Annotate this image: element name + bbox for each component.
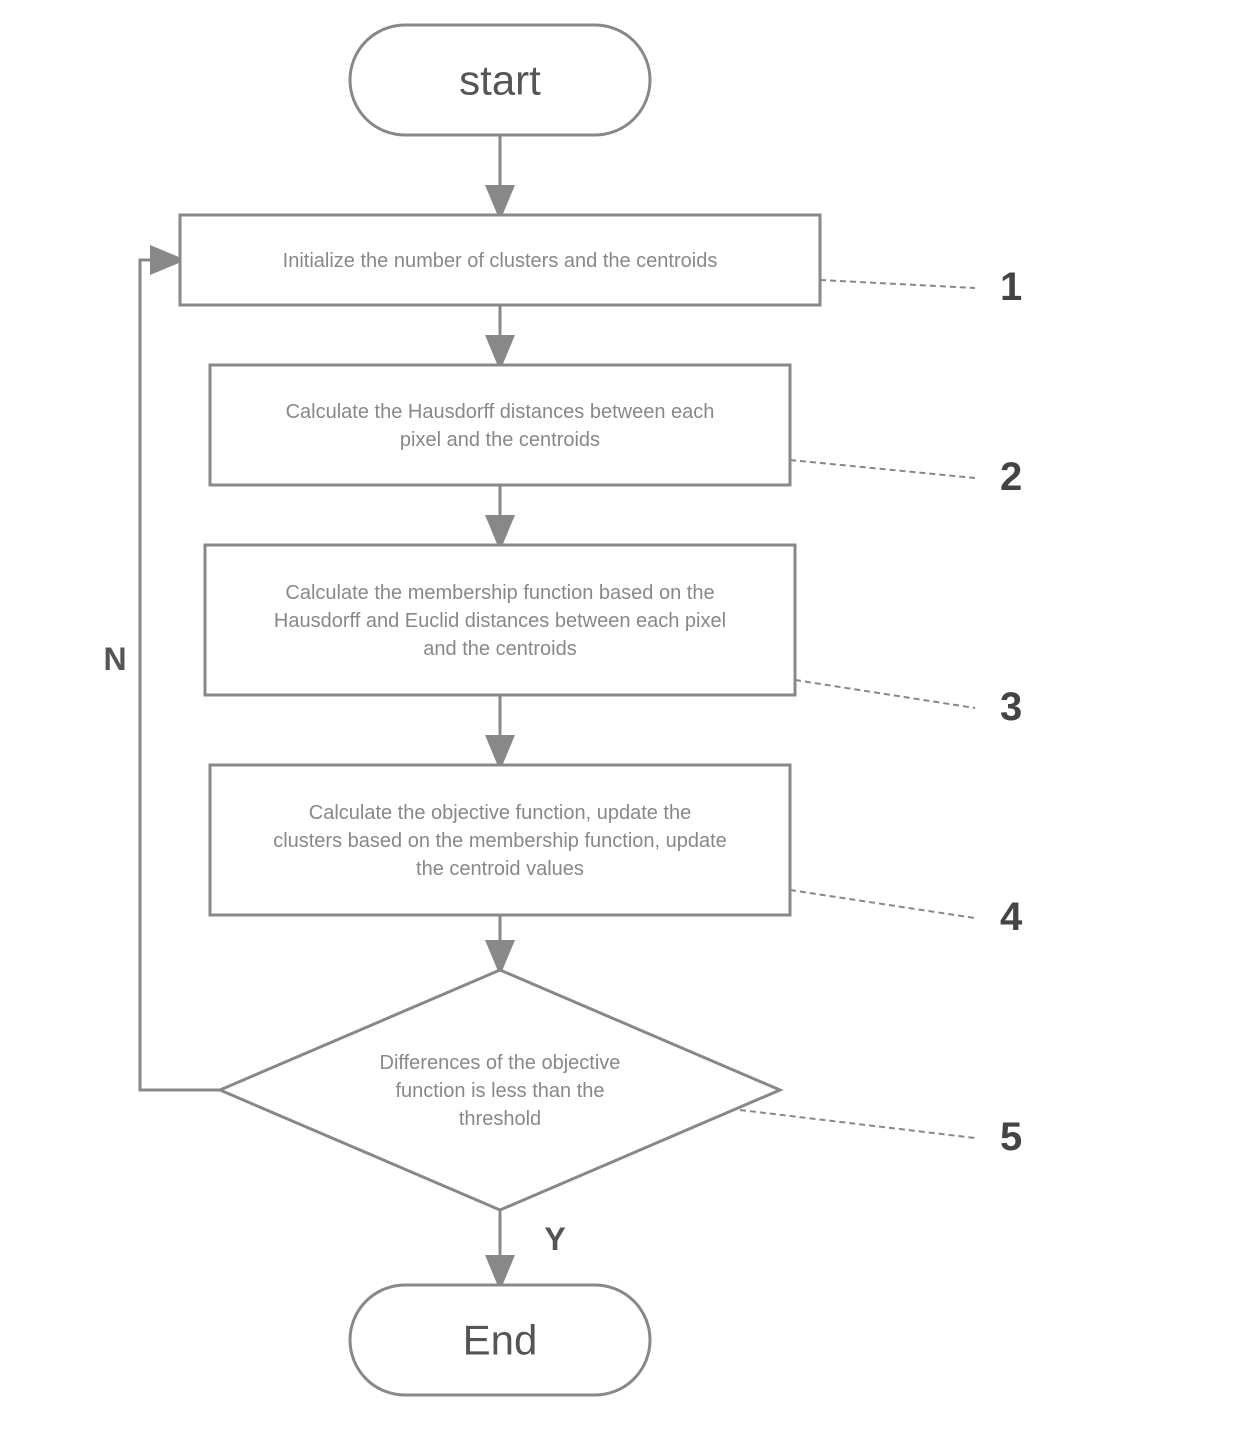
callout-line <box>790 890 975 918</box>
flowchart-canvas: Y Nstart Initialize the number of clusters… <box>0 0 1240 1450</box>
callout-number: 4 <box>1000 895 1023 939</box>
callout-line <box>740 1110 975 1138</box>
node-step2: Calculate the Hausdorff distances betwee… <box>210 365 790 485</box>
callout-line <box>795 680 975 708</box>
callout-number: 3 <box>1000 685 1022 729</box>
callout-number: 2 <box>1000 455 1022 499</box>
node-start: start <box>350 25 650 135</box>
node-step4: Calculate the objective function, update… <box>210 765 790 915</box>
node-step1: Initialize the number of clusters and th… <box>180 215 820 305</box>
node-end: End <box>350 1285 650 1395</box>
node-step3: Calculate the membership function based … <box>205 545 795 695</box>
edge-label: N <box>103 641 126 677</box>
callout-number: 5 <box>1000 1115 1022 1159</box>
node-label: End <box>463 1317 538 1364</box>
node-decision: Differences of the objectivefunction is … <box>220 970 780 1210</box>
node-label: start <box>459 57 541 104</box>
callout-line <box>820 280 975 288</box>
callout-line <box>790 460 975 478</box>
callout-number: 1 <box>1000 265 1022 309</box>
node-label: Initialize the number of clusters and th… <box>283 250 718 272</box>
edge-label: Y <box>544 1221 565 1257</box>
